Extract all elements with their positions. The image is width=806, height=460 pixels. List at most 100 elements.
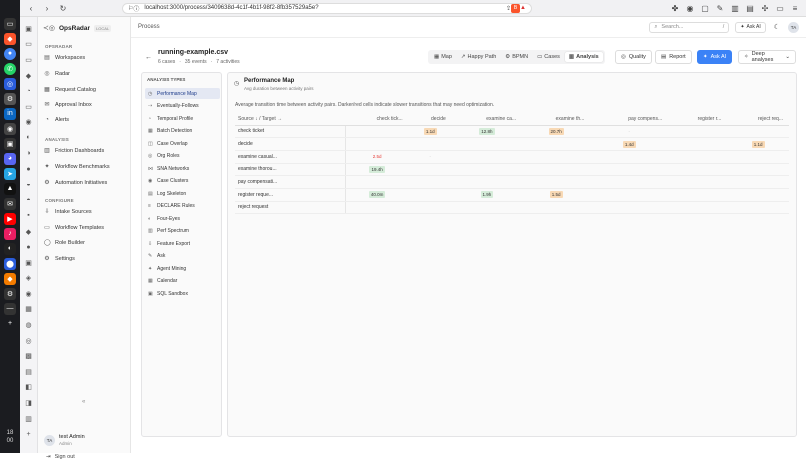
app-icon[interactable]: ◕ — [4, 152, 16, 165]
tab-map[interactable]: ▦ Map — [434, 54, 452, 60]
tab-icon[interactable]: ◒ — [26, 181, 31, 189]
sidebar-item-automation-initiatives[interactable]: ⚙ Automation Initiatives — [44, 179, 108, 187]
heatmap-cell[interactable] — [522, 150, 591, 164]
heatmap-cell[interactable] — [668, 163, 728, 177]
heatmap-cell[interactable] — [590, 150, 669, 164]
bookmark-icon[interactable]: ⚐ — [128, 5, 134, 12]
tab-icon[interactable]: ▦ — [25, 306, 32, 314]
rewards-icon[interactable]: ▲ — [520, 5, 526, 11]
heatmap-cell[interactable] — [451, 175, 523, 189]
heatmap-cell[interactable]: 1.1d — [727, 137, 789, 151]
tab-icon[interactable]: ◨ — [25, 400, 32, 408]
tab-icon[interactable]: ▥ — [25, 415, 32, 423]
analysis-type-item[interactable]: ≡ DECLARE Rules — [148, 203, 195, 209]
app-icon[interactable]: ▲ — [4, 182, 16, 195]
tab-icon[interactable]: ◍ — [25, 322, 32, 330]
report-button[interactable]: ▤ Report — [655, 50, 692, 64]
column-header[interactable]: reject req... — [727, 113, 789, 126]
puzzle-icon[interactable]: ✣ — [761, 3, 769, 13]
heatmap-cell[interactable]: 12.8h — [451, 125, 523, 139]
heatmap-cell[interactable]: - — [408, 150, 452, 164]
tab-analysis[interactable]: ▥ Analysis — [564, 52, 603, 62]
back-icon[interactable]: ‹ — [29, 3, 33, 13]
tab-icon[interactable]: ◔ — [26, 87, 31, 95]
heatmap-cell[interactable]: 1.9h — [451, 188, 523, 202]
analysis-type-item[interactable]: ◉ Case Clusters — [148, 178, 189, 184]
tab-icon[interactable]: ◧ — [25, 384, 32, 392]
brave-app-icon[interactable]: ◆ — [4, 32, 16, 45]
tab-icon[interactable]: ▣ — [25, 259, 32, 267]
tab-icon[interactable]: ▩ — [25, 353, 32, 361]
app-icon[interactable]: ▶ — [4, 212, 16, 225]
breadcrumb[interactable]: Process — [138, 24, 160, 30]
analysis-type-item[interactable]: ⇢ Eventually-Follows — [148, 103, 199, 109]
tab-icon[interactable]: ◐ — [26, 134, 31, 142]
quality-button[interactable]: ◎ Quality — [615, 50, 652, 64]
sidebar-item-intake-sources[interactable]: ⇩ Intake Sources — [44, 208, 92, 216]
heatmap-cell[interactable]: 1.5d — [522, 188, 591, 202]
tab-icon[interactable]: ▭ — [25, 103, 32, 111]
tab-icon[interactable]: ◈ — [25, 275, 32, 283]
heatmap-cell[interactable] — [668, 175, 728, 189]
tab-happy-path[interactable]: ↗ Happy Path — [460, 54, 497, 60]
tab-icon[interactable]: ▭ — [25, 41, 32, 49]
deep-analyses-dropdown[interactable]: ✧ Deep analyses ⌄ — [738, 50, 796, 64]
app-icon[interactable]: ◉ — [4, 122, 16, 135]
analysis-type-item[interactable]: ⇩ Feature Export — [148, 240, 191, 247]
heatmap-cell[interactable] — [408, 175, 452, 189]
heatmap-cell[interactable] — [345, 175, 409, 189]
user-profile[interactable]: TA test Admin Admin — [44, 434, 85, 446]
sidebar-item-request-catalog[interactable]: ▦ Request Catalog — [44, 86, 96, 94]
reload-icon[interactable]: ↻ — [59, 3, 67, 13]
extension-icon[interactable]: ◉ — [686, 3, 694, 13]
collapse-sidebar-button[interactable]: « — [82, 399, 86, 405]
analysis-type-item[interactable]: ✦ Agent Mining — [148, 265, 187, 272]
heatmap-cell[interactable] — [522, 137, 591, 151]
tab-icon[interactable]: ▤ — [25, 368, 32, 376]
column-header[interactable]: examine ca... — [451, 113, 523, 126]
heatmap-cell[interactable]: 19.4h — [345, 163, 409, 177]
heatmap-cell[interactable] — [522, 201, 591, 215]
analysis-type-item[interactable]: ◫ Case Overlap — [148, 140, 188, 147]
analysis-type-item[interactable]: ◎ Org Roles — [148, 153, 180, 159]
heatmap-cell[interactable] — [590, 175, 669, 189]
heatmap-cell[interactable] — [451, 137, 523, 151]
sidebar-item-workflow-benchmarks[interactable]: ✦ Workflow Benchmarks — [44, 163, 110, 171]
brave-shields-icon[interactable]: B — [511, 3, 521, 13]
column-header[interactable]: check tick... — [345, 113, 409, 126]
heatmap-cell[interactable]: 2.5d — [345, 150, 409, 164]
heatmap-cell[interactable] — [408, 188, 452, 202]
tab-icon[interactable]: + — [26, 430, 31, 438]
sidebar-item-settings[interactable]: ⚙ Settings — [44, 255, 75, 263]
heatmap-cell[interactable] — [727, 163, 789, 177]
site-info-icon[interactable]: ⓘ — [133, 6, 140, 13]
share-icon[interactable]: ⇪ — [506, 5, 512, 12]
heatmap-cell[interactable] — [727, 125, 789, 139]
heatmap-cell[interactable] — [668, 201, 728, 215]
ask-ai-button[interactable]: ✦ Ask AI — [697, 50, 733, 64]
heatmap-cell[interactable]: - — [590, 125, 669, 139]
heatmap-cell[interactable] — [408, 201, 452, 215]
heatmap-cell[interactable] — [522, 175, 591, 189]
app-icon[interactable]: — — [4, 302, 16, 315]
sidebar-item-approval-inbox[interactable]: ✉ Approval Inbox — [44, 101, 92, 109]
sidebar-item-workspaces[interactable]: ▤ Workspaces — [44, 54, 86, 62]
app-logo[interactable]: ≺◎ OpsRadar LOCAL — [43, 24, 112, 32]
heatmap-cell[interactable] — [345, 201, 409, 215]
analysis-type-item[interactable]: ▦ Calendar — [148, 278, 178, 284]
tab-cases[interactable]: ▭ Cases — [537, 54, 560, 60]
tab-bpmn[interactable]: ⚙ BPMN — [505, 54, 529, 60]
forward-icon[interactable]: › — [45, 3, 49, 13]
analysis-type-item[interactable]: ◐ Four-Eyes — [148, 215, 181, 222]
search-input[interactable]: ⌕ Search... / — [649, 21, 730, 33]
add-icon[interactable]: + — [7, 320, 13, 327]
app-icon[interactable]: ⚙ — [4, 92, 16, 105]
heatmap-cell[interactable]: 40.0m — [345, 188, 409, 202]
heatmap-cell[interactable] — [451, 150, 523, 164]
browser-app-icon[interactable]: ▭ — [4, 17, 16, 30]
tab-icon[interactable]: ◆ — [25, 72, 32, 80]
column-header[interactable]: examine th... — [522, 113, 591, 126]
heatmap-cell[interactable] — [345, 125, 409, 139]
github-icon[interactable]: ◐ — [4, 242, 16, 255]
app-icon[interactable]: ➤ — [4, 167, 16, 180]
